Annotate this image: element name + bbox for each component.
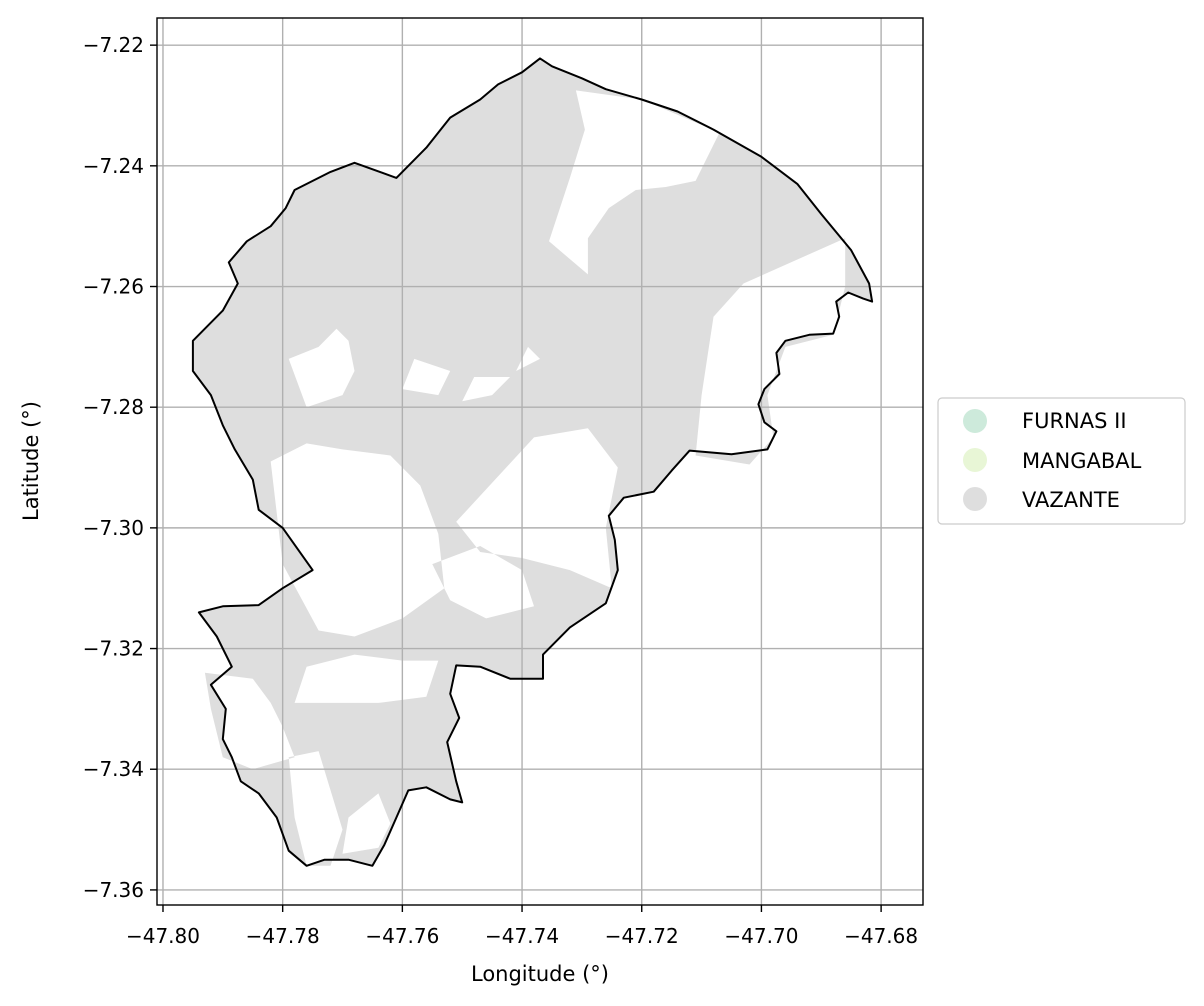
map-layer — [192, 58, 873, 866]
y-tick-label: −7.30 — [83, 516, 144, 540]
x-tick-label: −47.70 — [724, 924, 798, 948]
axes-frame — [156, 17, 924, 906]
legend-marker-vazante — [963, 487, 987, 511]
y-axis: −7.22 −7.24 −7.26 −7.28 −7.30 −7.32 −7.34 −7.36 — [83, 33, 157, 902]
x-axis: −47.80 −47.78 −47.76 −47.74 −47.72 −47.70 −47.… — [126, 905, 918, 948]
legend-label-mangabal: MANGABAL — [1022, 449, 1142, 473]
x-tick-label: −47.72 — [605, 924, 679, 948]
vazante-region — [192, 58, 873, 866]
y-tick-label: −7.36 — [83, 878, 144, 902]
y-tick-label: −7.34 — [83, 757, 144, 781]
boundary-outline — [191, 57, 874, 867]
legend-label-furnas-ii: FURNAS II — [1022, 409, 1127, 433]
x-tick-label: −47.68 — [844, 924, 918, 948]
y-tick-label: −7.28 — [83, 395, 144, 419]
boundary-layer — [191, 57, 874, 867]
legend-label-vazante: VAZANTE — [1022, 488, 1120, 512]
y-axis-title: Latitude (°) — [19, 401, 43, 521]
x-tick-label: −47.80 — [126, 924, 200, 948]
legend-marker-furnas-ii — [963, 409, 987, 433]
x-axis-title: Longitude (°) — [471, 962, 609, 986]
x-tick-label: −47.76 — [365, 924, 439, 948]
gridlines — [157, 18, 923, 905]
plot-area — [156, 17, 924, 906]
legend-marker-mangabal — [963, 448, 987, 472]
y-tick-label: −7.26 — [83, 275, 144, 299]
x-tick-label: −47.78 — [246, 924, 320, 948]
y-tick-label: −7.24 — [83, 154, 144, 178]
legend: FURNAS II MANGABAL VAZANTE — [937, 397, 1186, 525]
y-tick-label: −7.32 — [83, 637, 144, 661]
legend-box — [937, 397, 1186, 525]
y-tick-label: −7.22 — [83, 33, 144, 57]
x-tick-label: −47.74 — [485, 924, 559, 948]
